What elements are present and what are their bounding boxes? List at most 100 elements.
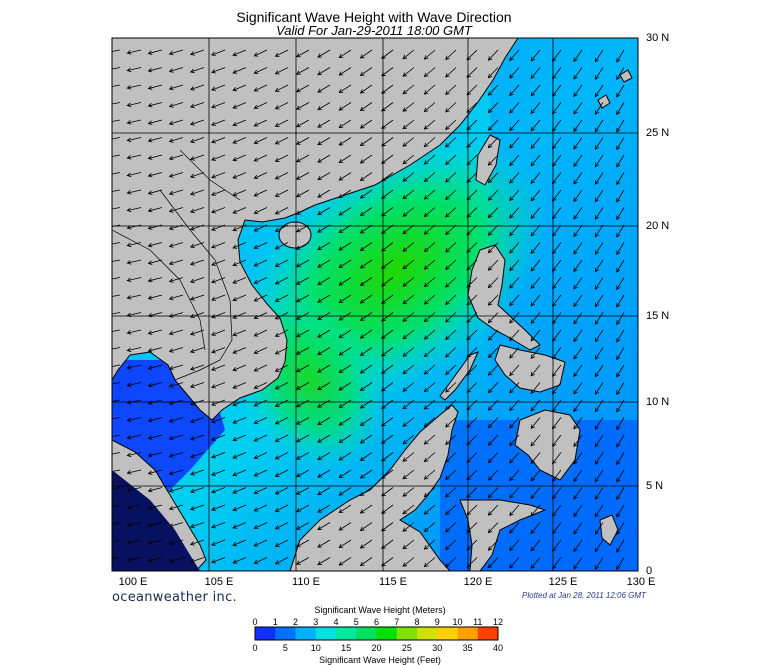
wave-arrow-head [487,178,493,184]
wave-arrow [594,294,604,307]
wave-arrow-head [530,249,535,254]
wave-arrow [488,259,499,271]
wave-arrow [616,399,625,413]
wave-arrow [190,277,205,283]
wave-arrow [169,399,184,405]
wave-arrow [296,294,310,303]
wave-arrow [594,417,604,430]
wave-arrow [594,329,604,342]
wave-arrow [360,137,373,146]
wave-arrow-head [147,383,153,388]
wave-arrow-head [509,249,514,254]
wave-arrow [169,539,184,545]
wave-arrow-head [126,242,132,248]
wave-arrow [169,452,184,457]
wave-arrow [275,242,289,250]
wave-arrow-head [295,543,301,548]
wave-arrow-head [616,285,621,291]
wave-arrow [381,277,394,287]
wave-arrow [296,67,310,75]
wave-arrow [402,452,415,462]
wave-arrow-head [189,436,195,441]
wave-arrow [275,172,289,180]
lat-label-10n: 10 N [646,396,670,408]
wave-arrow [573,382,583,395]
wave-arrow [211,364,226,371]
wave-arrow-head [616,442,621,448]
wave-arrow [254,294,268,302]
wave-arrow [466,154,478,166]
wave-arrow-head [211,174,216,179]
wave-arrow-head [552,92,557,97]
wave-arrow-head [530,354,535,359]
wave-arrow [445,329,457,340]
wave-arrow [190,539,205,545]
wave-arrow [254,172,268,179]
wave-arrow-head [253,524,259,530]
wave-arrow-head [573,547,578,553]
wave-arrow-head [573,284,578,290]
wave-arrow-head [616,530,621,536]
wave-arrow-head [573,74,578,80]
wave-arrow [275,67,289,75]
wave-arrow-head [445,265,450,271]
wave-arrow [552,347,562,359]
wave-arrow-head [147,173,153,178]
wave-arrow [339,294,352,303]
wave-arrow-head [106,558,110,562]
wave-arrow-head [232,279,238,284]
lon-label-115e: 115 E [379,576,407,588]
wave-arrow [552,242,562,254]
wave-arrow-head [487,318,493,324]
wave-arrow [445,84,457,95]
wave-arrow-head [466,300,472,306]
wave-arrow [232,469,247,476]
wave-arrow-head [573,267,578,273]
wave-arrow [317,452,331,460]
wave-arrow-head [381,142,386,147]
wave-arrow-head [168,225,174,231]
country-borders [159,189,233,381]
wave-arrow [466,452,478,463]
scale-swatch [336,627,357,640]
wave-arrow-head [253,244,259,250]
wave-arrow-head [573,424,578,430]
wave-arrow [552,224,562,237]
wave-arrow-head [445,55,450,61]
wave-arrow-head [106,383,110,387]
wave-arrow-head [295,455,301,460]
wave-arrow [616,312,625,325]
wave-arrow-head [616,477,621,483]
wave-arrow [254,84,268,92]
scale-swatch [477,627,499,640]
wave-arrow [445,452,457,463]
wave-arrow [112,207,121,210]
wave-arrow [112,364,121,367]
wave-arrow-head [509,441,514,447]
wave-arrow [616,539,625,553]
wave-arrow [424,399,436,410]
wave-arrow-head [381,439,386,444]
wave-arrow [169,347,184,352]
wave-arrow [169,49,184,55]
wave-arrow [275,452,289,460]
wave-arrow [445,312,457,323]
wave-arrow [296,347,310,355]
tick-feet: 0 [252,643,258,653]
wave-arrow-head [552,389,557,395]
wave-arrow [254,469,268,477]
wave-arrow-head [466,248,472,253]
wave-arrow-head [189,401,195,406]
wave-arrow-head [189,278,195,284]
wave-arrow [317,189,331,198]
wave-arrow-head [487,476,493,481]
wave-arrow-head [274,262,280,267]
wave-arrow [127,294,142,299]
wave-arrow [530,347,541,359]
wave-arrow-head [466,213,472,218]
wave-arrow-head [274,210,280,215]
wave-arrow [488,119,499,131]
land-halmahera [599,514,619,546]
wave-arrow-head [402,299,408,305]
tick-meters: 7 [394,617,400,627]
